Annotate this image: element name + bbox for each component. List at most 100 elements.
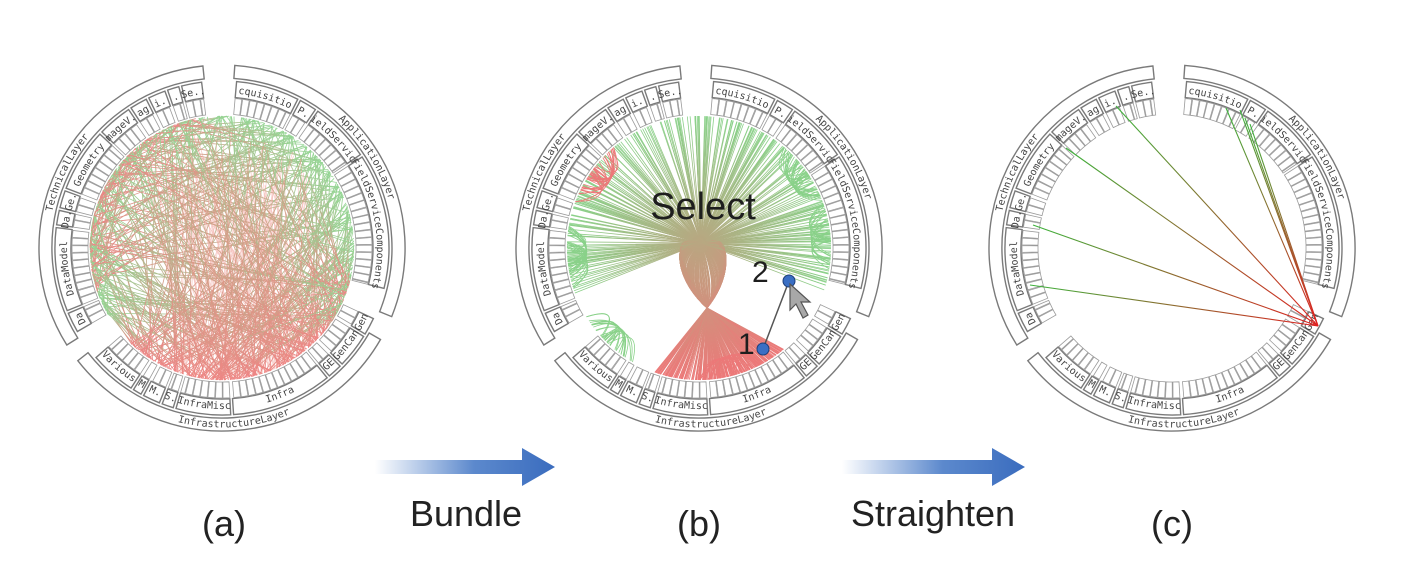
panel-b-group-gen [827,310,852,335]
panel-a-group-m [132,375,150,396]
panel-a-hierarchical-edge-diagram: TechnicalLayerApplicationLayerInfrastruc… [0,0,406,432]
selection-point-1 [756,342,770,356]
panel-b-group-label-da2: Da. [537,209,551,229]
bundle-label: Bundle [410,493,522,534]
panel-a-group-ge2 [59,190,81,213]
panel-c-layer-infrastructure [1026,332,1332,432]
panel-a-group-label-da2: Da. [60,209,74,229]
cursor-arrow-icon [789,282,812,319]
panel-c-group-label-da2: Da. [1010,209,1024,229]
panel-b-group-gencan [806,327,842,365]
panel-c-group-ge2 [1009,190,1031,213]
panel-c-group-mi [1097,90,1122,114]
panel-b-layer-infrastructure [553,332,859,432]
panel-a-leaf-ring [71,98,373,399]
panel-b-group-label-se: Se.. [657,86,683,101]
panel-a-group-da2 [55,209,76,228]
caption-a: (a) [202,503,246,544]
panel-a-group-label-sv: S. [163,391,178,405]
panel-c-leaf-ring [1021,98,1323,399]
panel-b-group-pm [619,380,644,404]
panel-b-group-label-da: Da [550,310,565,326]
panel-b-group-da [544,306,570,333]
panel-b-edge-bundles [566,115,832,381]
panel-b-group-ge [795,353,819,377]
panel-b-group-ge2 [536,190,558,213]
panel-c-group-m [1082,375,1100,396]
panel-b-group-label-m: M [613,378,624,391]
panel-a-group-inframisc [175,392,232,416]
panel-a-layer-application [233,64,406,318]
panel-b-group-label-ge2: Ge. [541,191,557,212]
panel-c-group-geometry [1015,133,1063,195]
panel-c-group-label-ge2: Ge. [1014,191,1030,212]
panel-c-group-acquisition [1184,80,1249,115]
panel-c-group-datamodel [1004,226,1033,312]
panel-a-group-datamodel [54,226,83,312]
point-2-label: 2 [752,256,769,289]
panel-a-group-label-ge2: Ge. [64,191,80,212]
panel-b-group-mi [624,90,649,114]
panel-a-group-ijs [166,85,184,107]
panel-c-layer-application [1183,64,1356,318]
bundle-arrow [375,448,555,486]
caption-c: (c) [1151,503,1193,544]
panel-c-group-label-mi: Mi.. [0,0,1118,110]
panel-b-layer-application [710,64,883,318]
panel-a-group-label-se: Se.. [180,86,206,101]
panel-b-group-fieldservicecomponents [824,156,867,290]
panel-b-group-acquisition [711,80,776,115]
panel-a-group-ep [291,99,317,124]
caption-b: (b) [677,503,721,544]
panel-b-group-datamodel [531,226,560,312]
panel-c-group-da2 [1005,209,1026,228]
select-annotation: Select [650,186,756,228]
panel-b-group-imag [607,98,632,123]
panel-c-group-various [1045,346,1091,390]
panel-b-group-sv [638,388,656,409]
panel-c-group-label-da: Da [1023,310,1038,326]
panel-b-leaf-ring [548,98,850,399]
panel-a-group-gencan [329,327,365,365]
panel-a-group-pm [142,380,167,404]
straighten-label: Straighten [851,493,1015,534]
panel-a-group-se [180,81,205,103]
panel-a-group-geometry [65,133,113,195]
panel-a-group-mi [147,90,172,114]
panel-a-group-fieldservice [307,110,362,165]
panel-c-group-sv [1111,388,1129,409]
panel-b-group-label-mi: Mi.. [0,0,645,110]
panel-c-layer-technical [988,65,1155,346]
panel-c-group-label-ijs: I.S [0,0,1130,104]
panel-a-group-gen [350,310,375,335]
panel-b-group-label-ijs: I.S [0,0,657,104]
panel-c-group-label-se: Se.. [1130,86,1156,101]
panel-a-group-ge [318,353,342,377]
panel-a-group-imag [130,98,155,123]
panel-a-group-da [67,306,93,333]
panel-c-group-gencan [1279,327,1315,365]
panel-c-group-label-m: M [1086,378,1097,391]
panel-a-group-imagev [100,108,139,145]
panel-b-group-da2 [532,209,553,228]
panel-c-group-fieldservicecomponents [1297,156,1340,290]
panel-b-group-ijs [643,85,661,107]
panel-a-group-label-da: Da [73,310,88,326]
panel-a-layer-infrastructure [76,332,382,432]
panel-c-selected-edges [1029,105,1319,327]
panel-a-group-sv [161,388,179,409]
panel-a-group-infra [231,364,329,416]
panel-b-group-se [657,81,682,103]
panel-a-edges [89,115,355,381]
panel-b-group-inframisc [652,392,709,416]
panel-a-layer-technical [38,65,205,346]
panel-b-group-fieldservice [784,110,839,165]
panel-a-group-acquisition [234,80,299,115]
panel-c-group-imag [1080,98,1105,123]
panel-c-group-pm [1092,380,1117,404]
panel-a-group-label-m: M [136,378,147,391]
panel-a-group-various [95,346,141,390]
selection-point-2 [782,274,796,288]
panel-a-group-fieldservicecomponents [347,156,390,290]
